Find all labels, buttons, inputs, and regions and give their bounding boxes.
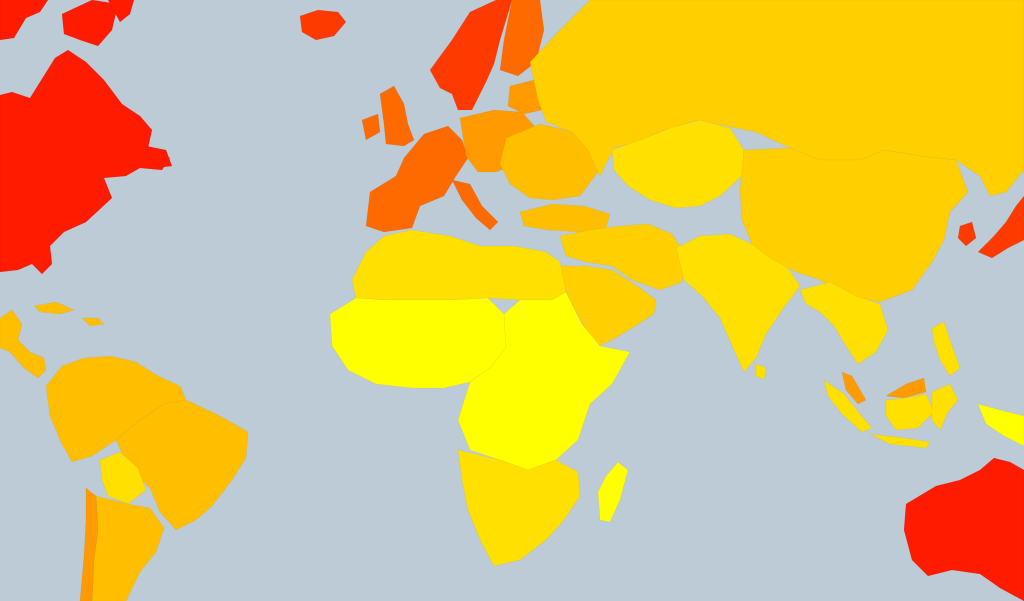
region-iceland[interactable] <box>299 9 347 41</box>
region-north-america[interactable] <box>0 49 171 275</box>
region-great-britain[interactable] <box>379 85 415 147</box>
region-sri-lanka[interactable] <box>755 363 767 381</box>
region-ireland[interactable] <box>361 113 381 141</box>
region-korea[interactable] <box>957 221 977 247</box>
region-argentina[interactable] <box>91 495 165 601</box>
region-western-europe[interactable] <box>365 125 469 233</box>
region-japan[interactable] <box>977 195 1024 259</box>
region-papua[interactable] <box>977 403 1024 447</box>
region-sulawesi[interactable] <box>931 383 959 431</box>
region-canadian-islands[interactable] <box>0 0 49 41</box>
region-arabian-peninsula[interactable] <box>555 265 657 347</box>
region-central-america[interactable] <box>0 309 47 379</box>
region-middle-east[interactable] <box>559 223 687 291</box>
region-peninsular-malaysia[interactable] <box>841 371 867 405</box>
region-newfoundland[interactable] <box>145 145 173 169</box>
region-cuba[interactable] <box>33 301 75 315</box>
region-borneo-north[interactable] <box>885 377 927 399</box>
region-sumatra[interactable] <box>823 379 873 433</box>
region-baltics[interactable] <box>507 79 543 115</box>
region-italy[interactable] <box>451 179 499 231</box>
region-southern-africa[interactable] <box>457 449 581 567</box>
region-madagascar[interactable] <box>597 461 629 523</box>
region-borneo[interactable] <box>885 393 935 431</box>
region-india[interactable] <box>675 233 801 373</box>
region-finland[interactable] <box>499 0 545 77</box>
region-greenland[interactable] <box>107 0 135 23</box>
region-east-africa[interactable] <box>457 291 631 471</box>
region-hispaniola[interactable] <box>81 317 105 327</box>
region-australia[interactable] <box>903 457 1024 601</box>
region-scandinavia[interactable] <box>429 0 513 111</box>
region-chile[interactable] <box>79 487 99 601</box>
region-west-africa[interactable] <box>329 297 507 389</box>
region-eastern-europe[interactable] <box>499 123 599 201</box>
region-philippines[interactable] <box>931 321 961 377</box>
region-southeast-asia[interactable] <box>799 281 889 365</box>
region-central-asia[interactable] <box>611 119 745 209</box>
region-java[interactable] <box>869 433 931 449</box>
region-baffin[interactable] <box>61 0 119 47</box>
region-china[interactable] <box>739 147 969 303</box>
region-bolivia[interactable] <box>99 451 147 505</box>
